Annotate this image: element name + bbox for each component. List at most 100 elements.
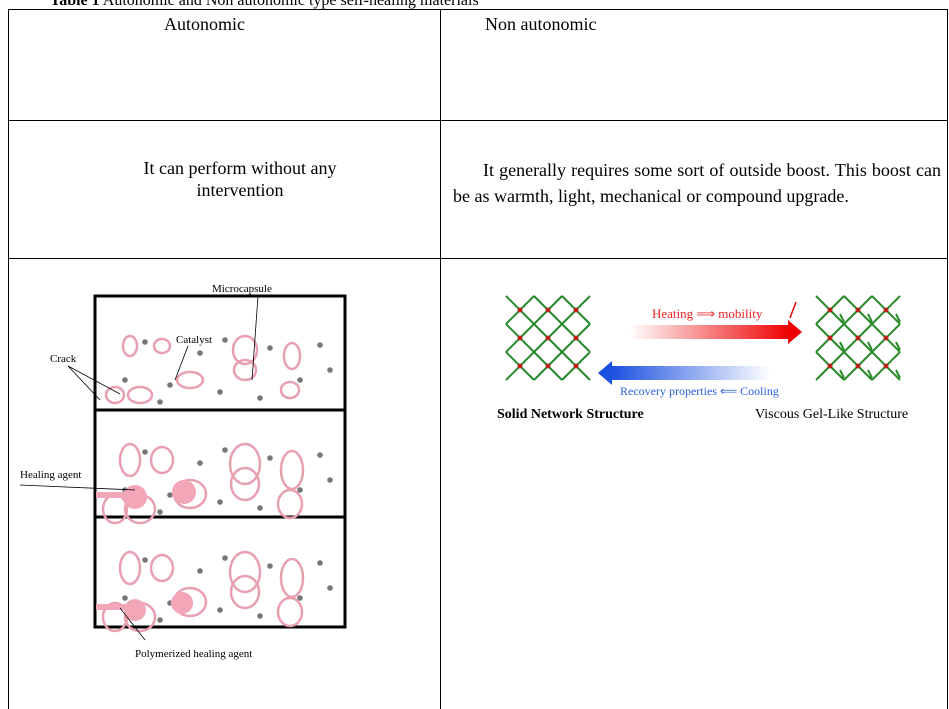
crosslink	[883, 363, 889, 369]
label-heating: Heating ⟹ mobility	[652, 306, 763, 321]
crosslink	[573, 307, 579, 313]
catalyst-dot	[327, 367, 333, 373]
chain	[839, 341, 845, 351]
chain	[895, 313, 901, 323]
chain	[867, 313, 873, 323]
body-cell: It can perform without any intervention	[143, 158, 337, 200]
catalyst-dot	[157, 617, 163, 623]
capsule	[231, 334, 259, 366]
capsule	[276, 596, 304, 628]
catalyst-dot	[267, 455, 273, 461]
catalyst-dot	[197, 568, 203, 574]
catalyst-dot	[142, 449, 148, 455]
capsule	[228, 442, 262, 486]
header-cell: Autonomic	[164, 14, 245, 34]
capsule	[282, 341, 302, 371]
catalyst-dot	[217, 499, 223, 505]
table-border	[440, 9, 441, 709]
catalyst-dot	[142, 339, 148, 345]
catalyst-dot	[217, 389, 223, 395]
catalyst-dot	[297, 377, 303, 383]
catalyst-dot	[327, 477, 333, 483]
polymer-blob	[171, 592, 193, 614]
healing-blob	[172, 480, 196, 504]
catalyst-dot	[267, 345, 273, 351]
label-solid: Solid Network Structure	[497, 407, 644, 422]
catalyst-dot	[267, 563, 273, 569]
capsule	[118, 550, 142, 586]
catalyst-dot	[317, 560, 323, 566]
crosslink	[883, 307, 889, 313]
label-catalyst: Catalyst	[176, 334, 212, 346]
chain	[867, 369, 873, 379]
cooling-arrow-head	[598, 361, 612, 385]
capsule	[152, 337, 172, 355]
catalyst-dot	[122, 595, 128, 601]
mobility-arrow	[789, 301, 797, 319]
catalyst-dot	[157, 399, 163, 405]
crosslink	[545, 307, 551, 313]
label-microcapsule: Microcapsule	[212, 283, 272, 295]
catalyst-dot	[317, 342, 323, 348]
crosslink	[855, 363, 861, 369]
heating-arrow-head	[788, 320, 802, 344]
crosslink	[827, 307, 833, 313]
catalyst-dot	[142, 557, 148, 563]
capsule	[126, 385, 154, 405]
table-border	[8, 258, 948, 259]
catalyst-dot	[222, 337, 228, 343]
leader-lines	[19, 295, 259, 641]
capsule	[149, 445, 175, 475]
capsule-diagram	[93, 294, 347, 633]
crosslink	[855, 307, 861, 313]
crosslink	[883, 335, 889, 341]
catalyst-dot	[167, 382, 173, 388]
capsule	[279, 557, 305, 599]
table-border	[8, 9, 948, 10]
crosslink	[517, 335, 523, 341]
crosslink	[517, 363, 523, 369]
crosslink	[827, 335, 833, 341]
capsule	[232, 358, 258, 382]
catalyst-dot	[217, 607, 223, 613]
network-diagram	[505, 295, 901, 381]
capsule	[121, 334, 139, 358]
crosslink	[827, 363, 833, 369]
caption-label: Table 1	[50, 0, 100, 9]
label-polymerized: Polymerized healing agent	[135, 648, 252, 660]
caption: Table 1 Autonomic and Non autonomic type…	[50, 0, 479, 10]
capsule	[279, 449, 305, 491]
crosslink	[545, 363, 551, 369]
capsule	[229, 574, 261, 610]
catalyst-dot	[257, 505, 263, 511]
chain	[839, 369, 845, 379]
body-cell: It generally requires some sort of outsi…	[453, 160, 941, 206]
caption-text: Autonomic and Non autonomic type self-he…	[102, 0, 479, 9]
chain	[895, 341, 901, 351]
crosslink	[573, 335, 579, 341]
table-border	[947, 9, 948, 709]
table-border	[8, 120, 948, 121]
cooling-arrow	[610, 366, 770, 380]
capsule	[175, 370, 205, 390]
catalyst-dot	[222, 447, 228, 453]
label-cooling: Recovery properties ⟸ Cooling	[620, 384, 779, 398]
label-viscous: Viscous Gel-Like Structure	[755, 407, 908, 422]
capsule	[104, 385, 126, 405]
catalyst-dot	[297, 487, 303, 493]
catalyst-dot	[257, 613, 263, 619]
catalyst-dot	[257, 395, 263, 401]
polymer-flow	[96, 604, 136, 610]
catalyst-dot	[317, 452, 323, 458]
crosslink	[573, 363, 579, 369]
catalyst-dot	[197, 350, 203, 356]
healing-flow	[96, 492, 136, 498]
catalyst-dot	[122, 377, 128, 383]
crosslink	[855, 335, 861, 341]
capsule	[228, 550, 262, 594]
capsule	[118, 442, 142, 478]
diagram-frame	[93, 294, 347, 629]
catalyst-dot	[327, 585, 333, 591]
catalyst-dot	[222, 555, 228, 561]
